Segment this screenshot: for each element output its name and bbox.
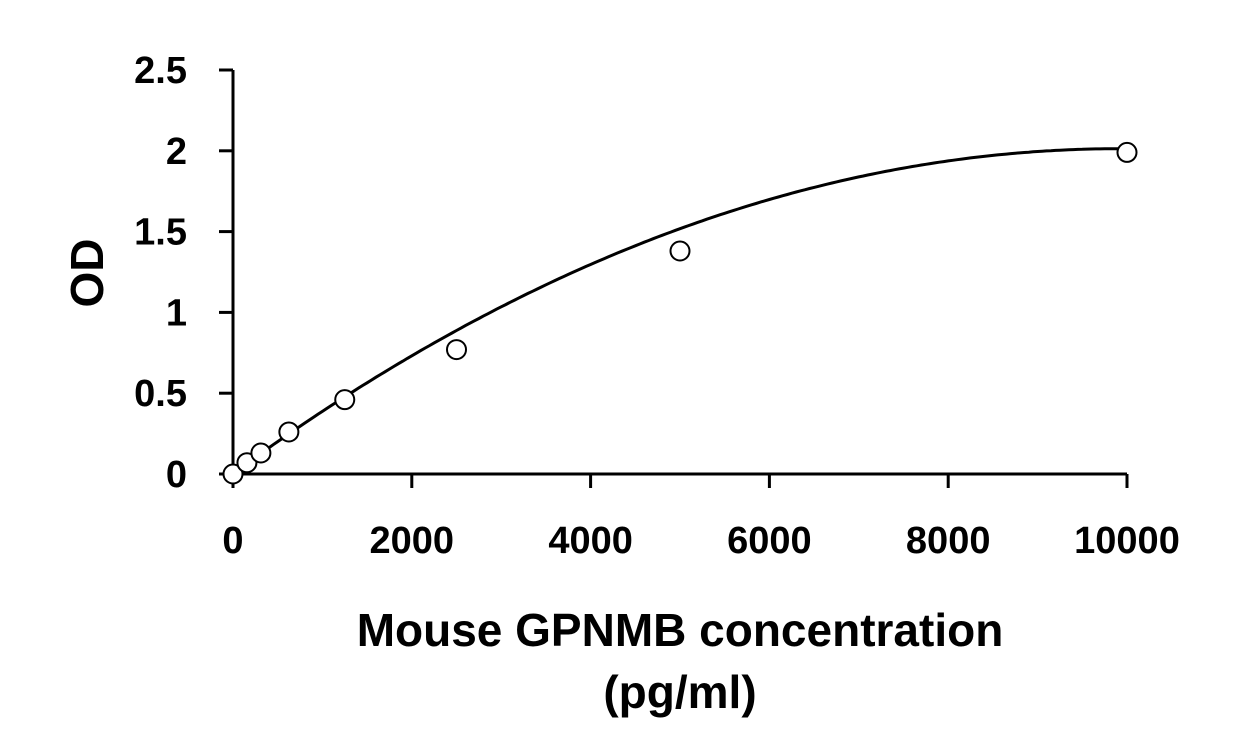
x-tick-label: 0 (222, 520, 243, 562)
data-point (250, 442, 272, 464)
data-point (446, 339, 467, 361)
x-tick-label: 4000 (548, 520, 633, 562)
x-tick-label: 2000 (370, 520, 455, 562)
y-tick-label: 1 (166, 292, 187, 334)
y-axis-ticks: 0 0.5 1 1.5 2 2.5 (134, 50, 233, 496)
y-tick-label: 0 (166, 454, 187, 496)
y-tick-label: 2.5 (134, 50, 187, 92)
x-axis-title-line-1: Mouse GPNMB concentration (357, 604, 1004, 656)
data-point (1116, 141, 1138, 163)
y-axis-title: OD (61, 239, 113, 308)
x-axis-ticks: 0 2000 4000 6000 8000 10000 (222, 474, 1180, 562)
x-axis-title-line-2: (pg/ml) (603, 666, 756, 718)
y-tick-label: 0.5 (134, 373, 187, 415)
data-point (278, 421, 300, 443)
x-tick-label: 10000 (1074, 520, 1180, 562)
fit-curve (232, 147, 1127, 475)
data-points (222, 141, 1138, 485)
x-tick-label: 6000 (727, 520, 812, 562)
y-tick-label: 1.5 (134, 212, 187, 254)
x-tick-label: 8000 (906, 520, 991, 562)
data-point (669, 240, 691, 262)
data-point (222, 463, 244, 485)
data-point (334, 389, 356, 411)
axes (231, 70, 1127, 476)
y-tick-label: 2 (166, 131, 187, 173)
